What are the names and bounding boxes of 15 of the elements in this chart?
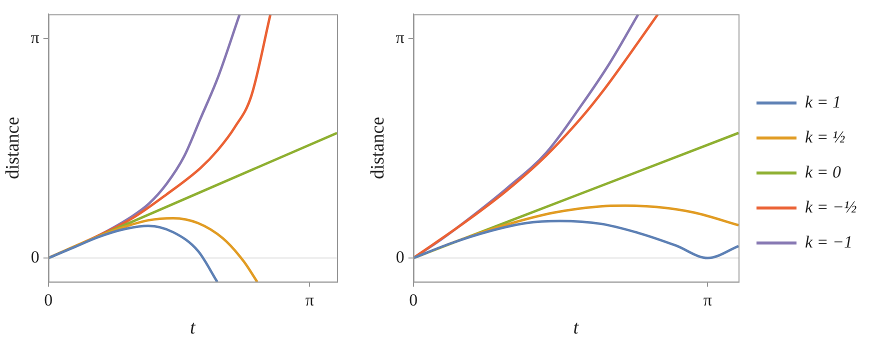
x-axis-title: t	[573, 318, 580, 339]
x-axis-title: t	[190, 318, 196, 339]
x-tick-label: 0	[409, 290, 418, 310]
legend-label: k = −½	[805, 197, 857, 216]
legend-label: k = ½	[805, 127, 846, 146]
x-tick-label: π	[305, 290, 314, 310]
y-axis-title: distance	[367, 116, 388, 180]
legend-label: k = 1	[805, 92, 842, 112]
line-series	[48, 224, 218, 282]
y-axis-title: distance	[2, 116, 24, 180]
line-series	[413, 220, 738, 260]
x-tick-label: 0	[44, 290, 53, 310]
legend-label: k = −1	[805, 232, 852, 252]
legend-label: k = 0	[805, 162, 842, 182]
x-tick-label: π	[703, 290, 712, 310]
